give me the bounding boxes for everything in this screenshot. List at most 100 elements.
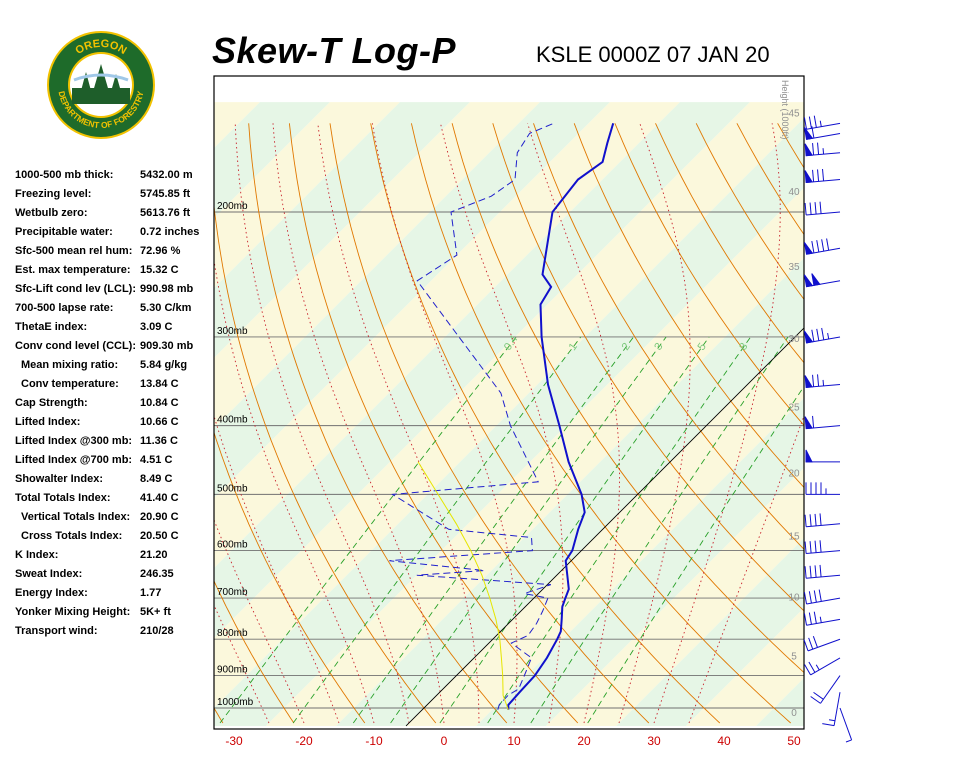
temperature-tick-label: 10	[507, 734, 521, 748]
dry-adiabat-line	[248, 123, 508, 724]
pressure-level-label: 1000mb	[217, 697, 254, 708]
wind-feather	[804, 566, 807, 579]
wind-pennant	[803, 274, 814, 288]
wind-feather	[816, 328, 820, 341]
moist-adiabat-line	[214, 257, 375, 724]
index-value: 13.84 C	[140, 378, 179, 390]
wind-feather	[803, 639, 809, 652]
wind-feather	[817, 169, 820, 182]
temperature-tick-label: 30	[647, 734, 661, 748]
wind-barb	[810, 675, 841, 704]
wind-barb	[804, 540, 841, 555]
wind-feather	[827, 332, 830, 340]
mixing-ratio-label: 5	[695, 341, 708, 353]
wind-pennant	[804, 416, 813, 430]
wind-feather	[808, 591, 812, 604]
index-label: Conv temperature:	[21, 378, 119, 390]
index-label: Est. max temperature:	[15, 264, 131, 276]
mixing-ratio-label: 1	[567, 341, 580, 353]
wind-barb-shaft	[806, 618, 841, 626]
wind-feather	[808, 637, 814, 650]
wind-feather	[814, 202, 817, 215]
wind-feather	[814, 540, 817, 553]
temperature-band	[826, 102, 960, 726]
wind-feather	[808, 116, 812, 129]
wind-feather	[821, 239, 825, 252]
index-value: 8.49 C	[140, 473, 173, 485]
wind-barb	[804, 374, 841, 388]
wind-barb	[804, 168, 841, 184]
wind-feather	[811, 329, 815, 342]
wind-feather	[819, 201, 822, 214]
temperature-band	[214, 102, 804, 709]
wind-feather	[810, 696, 821, 704]
wind-pennant	[804, 143, 813, 157]
moist-adiabat-line	[688, 414, 804, 724]
index-value: 5745.85 ft	[140, 188, 191, 200]
index-label: Precipitable water:	[15, 226, 113, 238]
index-value: 5K+ ft	[140, 606, 171, 618]
dry-adiabat-line	[370, 123, 721, 724]
index-value: 909.30 mb	[140, 340, 194, 352]
height-tick-label: 25	[788, 403, 800, 414]
pressure-level-label: 300mb	[217, 326, 248, 337]
wind-barb	[803, 635, 841, 652]
dry-adiabat-line	[573, 123, 804, 489]
dry-adiabat-line	[859, 123, 960, 723]
tree-icon	[78, 72, 94, 102]
mixing-ratio-label: 8	[737, 341, 750, 353]
wind-barb	[822, 692, 841, 727]
wind-feather	[822, 148, 825, 155]
dry-adiabat-line	[533, 123, 804, 550]
index-label: Wetbulb zero:	[15, 207, 88, 219]
dry-adiabat-line	[329, 123, 650, 724]
temperature-band	[266, 188, 804, 726]
pressure-level-label: 200mb	[217, 201, 248, 212]
temperature-tick-label: 20	[577, 734, 591, 748]
wind-barb	[803, 115, 841, 130]
wind-feather	[817, 374, 820, 387]
wind-feather	[822, 723, 835, 727]
zero-isotherm-line	[405, 327, 804, 727]
wind-barb	[803, 611, 841, 626]
wind-feather	[804, 541, 807, 554]
wind-barb	[803, 238, 841, 255]
index-value: 21.20	[140, 549, 168, 561]
pressure-level-label: 600mb	[217, 540, 248, 551]
sounding-profiles	[389, 122, 615, 710]
index-value: 41.40 C	[140, 492, 179, 504]
wind-feather	[803, 592, 808, 605]
wind-feather	[814, 565, 817, 578]
dry-adiabat-line	[940, 123, 960, 723]
moist-adiabat-line	[653, 123, 781, 724]
index-label: Transport wind:	[15, 625, 98, 637]
dry-adiabat-line	[777, 123, 804, 169]
mixing-ratio-label: 3	[652, 341, 665, 353]
index-value: 990.98 mb	[140, 283, 194, 295]
index-value: 5613.76 ft	[140, 207, 191, 219]
index-label: Cross Totals Index:	[21, 530, 123, 542]
wind-feather	[808, 612, 812, 625]
dewpoint-profile-line	[389, 122, 554, 710]
wind-feather	[813, 691, 824, 700]
wind-feather	[812, 169, 815, 182]
height-axis-label: Height (1000ft)	[780, 80, 790, 140]
index-label: 700-500 lapse rate:	[15, 302, 114, 314]
index-label: Showalter Index:	[15, 473, 104, 485]
wind-feather	[804, 202, 807, 216]
wind-barb-shaft	[806, 574, 841, 579]
index-label: Total Totals Index:	[15, 492, 111, 504]
wind-barb-column	[803, 115, 853, 743]
index-value: 4.51 C	[140, 454, 173, 466]
wind-pennant	[803, 330, 814, 344]
wind-feather	[804, 514, 807, 527]
mixing-ratio-line	[352, 336, 634, 724]
wind-barb-shaft	[820, 675, 841, 704]
wind-feather	[812, 415, 815, 428]
wind-barb	[804, 142, 841, 157]
wind-barb	[804, 564, 841, 579]
index-label: Freezing level:	[15, 188, 92, 200]
temperature-tick-label: 40	[717, 734, 731, 748]
index-label: K Index:	[15, 549, 59, 561]
